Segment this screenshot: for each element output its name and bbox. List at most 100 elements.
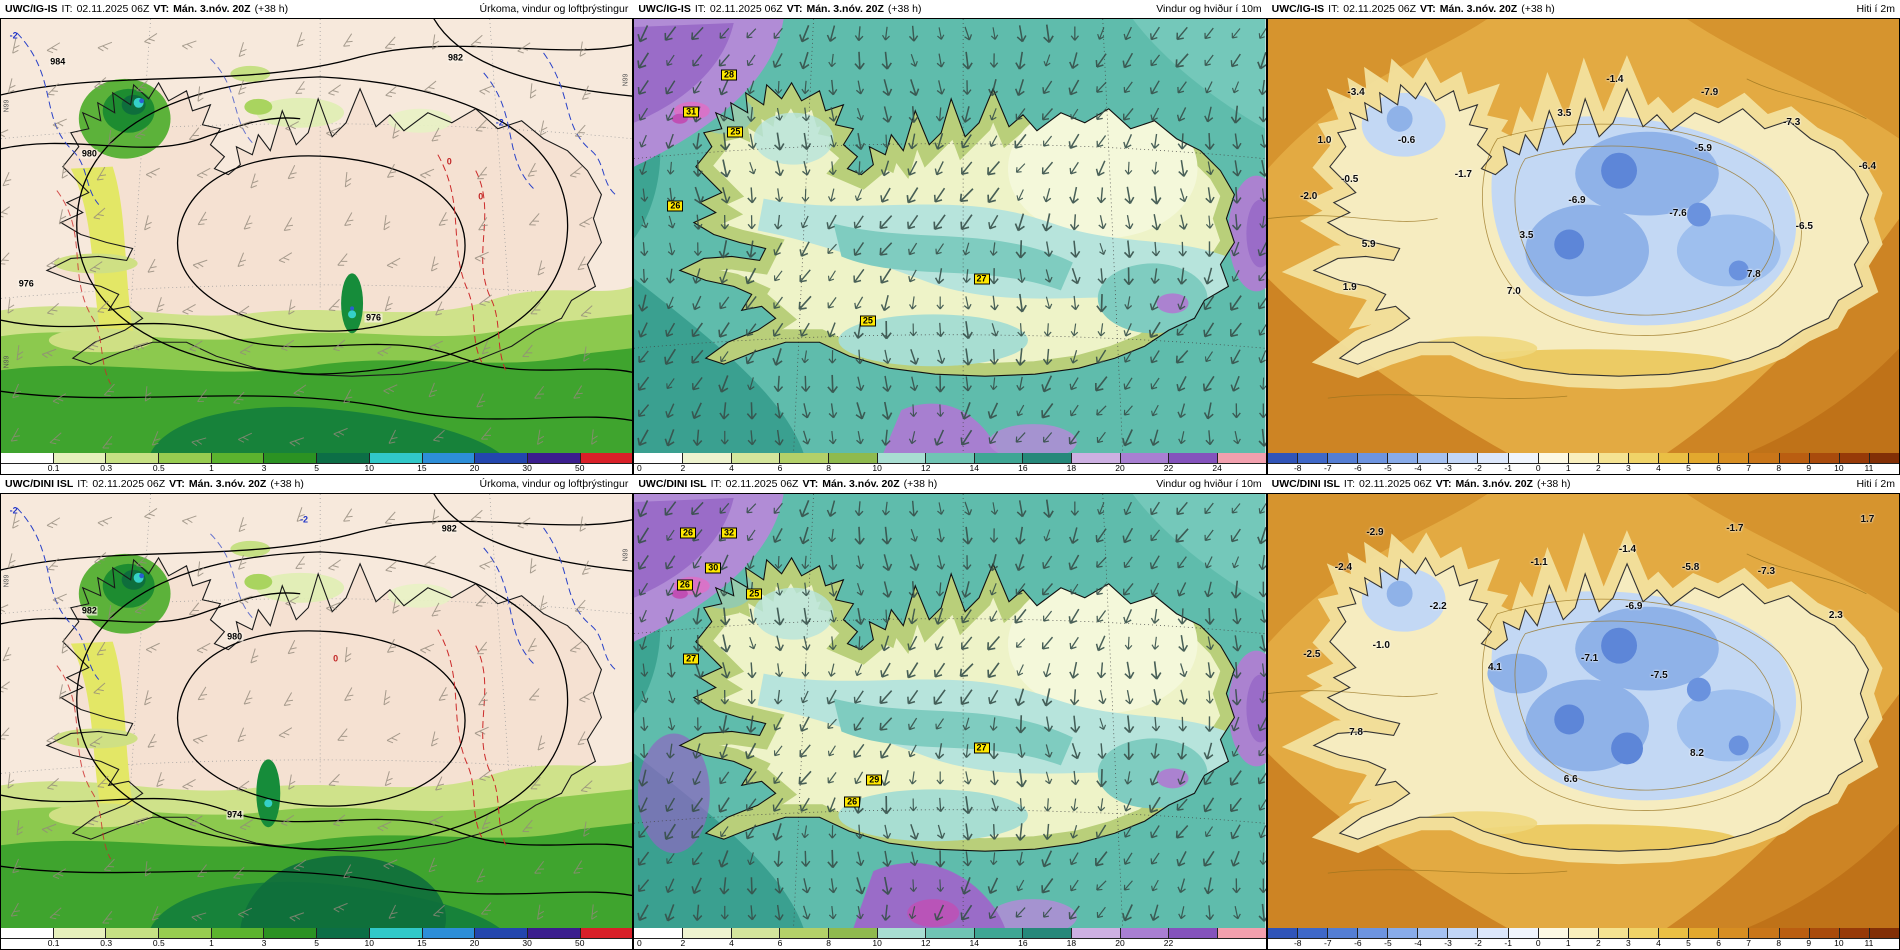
scale-swatch — [634, 928, 683, 938]
scale-swatch — [159, 453, 212, 463]
scale-swatch — [1478, 453, 1509, 463]
color-scale-temperature: -8 -7 -6 -5 -4 -3 -2 -1 0 1 2 3 4 5 6 7 8 9 10 11 — [1266, 453, 1900, 475]
scale-swatch — [877, 928, 927, 938]
scale-swatch — [317, 453, 370, 463]
valid-time-label: VT: — [153, 3, 170, 15]
scale-swatch — [1023, 453, 1073, 463]
scale-tick-label: 22 — [1163, 938, 1174, 948]
init-time-label: IT: — [77, 478, 89, 490]
lead-time: (+38 h) — [903, 478, 938, 490]
scale-swatch — [1568, 453, 1599, 463]
scale-tick-label: 15 — [417, 938, 427, 948]
model-name: UWC/DINI ISL — [638, 478, 707, 490]
scale-swatch — [527, 453, 581, 463]
scale-swatch — [1869, 453, 1899, 463]
scale-tick-label: -6 — [1354, 938, 1362, 948]
scale-tick-label: -2 — [1474, 463, 1482, 473]
scale-tick-label: 50 — [574, 463, 585, 473]
scale-tick-label: 20 — [469, 463, 480, 473]
model-name: UWC/IG-IS — [1271, 3, 1325, 15]
variable-label: Vindur og hviður í 10m — [1156, 3, 1262, 15]
weather-map-wind: 28 31 25 26 27 25 — [633, 18, 1267, 453]
scale-swatch — [974, 453, 1024, 463]
scale-tick-label: 5 — [1686, 938, 1691, 948]
color-scale-bar — [1267, 453, 1899, 464]
temp-map-graphic — [1267, 19, 1899, 453]
scale-tick-label: 16 — [1018, 463, 1028, 473]
scale-tick-label: 0 — [1535, 938, 1541, 948]
scale-swatch — [1508, 453, 1539, 463]
scale-tick-label: -7 — [1324, 463, 1332, 473]
scale-swatch — [527, 928, 581, 938]
scale-tick-label: 18 — [1066, 938, 1077, 948]
scale-swatch — [475, 928, 528, 938]
init-time-label: IT: — [61, 3, 73, 15]
scale-swatch — [1218, 453, 1266, 463]
scale-swatch — [682, 453, 732, 463]
color-scale-bar — [1, 453, 633, 464]
scale-swatch — [1719, 453, 1750, 463]
scale-tick-label: 10 — [872, 938, 882, 948]
scale-swatch — [53, 453, 107, 463]
color-scale-wind: 0 2 4 6 8 10 12 14 16 18 20 22 — [633, 928, 1267, 950]
scale-tick-label: 2 — [1595, 938, 1601, 948]
init-time-value: 02.11.2025 06Z — [1343, 3, 1417, 15]
scale-swatch — [1448, 453, 1479, 463]
scale-tick-label: 24 — [1212, 463, 1222, 473]
scale-tick-label: -4 — [1414, 938, 1422, 948]
scale-swatch — [1538, 928, 1569, 938]
color-scale-precipitation: 0.1 0.3 0.5 1 3 5 10 15 20 30 50 — [0, 928, 634, 950]
init-time-label: IT: — [1343, 478, 1355, 490]
scale-tick-label: 0.3 — [100, 938, 113, 948]
scale-swatch — [1357, 928, 1389, 938]
init-time-label: IT: — [694, 3, 706, 15]
color-scale-temperature: -8 -7 -6 -5 -4 -3 -2 -1 0 1 2 3 4 5 6 7 8 9 10 11 — [1266, 928, 1900, 950]
scale-swatch — [1023, 928, 1073, 938]
scale-tick-label: -5 — [1384, 938, 1392, 948]
scale-swatch — [1267, 453, 1298, 463]
scale-tick-label: 1 — [209, 463, 214, 473]
valid-time-label: VT: — [802, 478, 819, 490]
scale-tick-label: 11 — [1864, 463, 1874, 473]
scale-tick-label: 12 — [920, 463, 931, 473]
scale-swatch — [828, 928, 878, 938]
valid-time-label: VT: — [786, 3, 803, 15]
color-scale-wind: 0 2 4 6 8 10 12 14 16 18 20 22 24 — [633, 453, 1267, 475]
scale-tick-label: 8 — [1776, 938, 1782, 948]
valid-time-label: VT: — [1435, 478, 1452, 490]
scale-swatch — [1169, 453, 1219, 463]
valid-time-value: Mán. 3.nóv. 20Z — [1455, 478, 1533, 490]
scale-tick-label: 10 — [872, 463, 882, 473]
scale-tick-label: -6 — [1354, 463, 1362, 473]
scale-swatch — [422, 453, 476, 463]
scale-swatch — [211, 928, 265, 938]
scale-swatch — [1388, 928, 1419, 938]
scale-swatch — [1478, 928, 1509, 938]
scale-swatch — [1598, 453, 1629, 463]
wind-map-graphic — [634, 19, 1266, 453]
scale-swatch — [1357, 453, 1389, 463]
scale-swatch — [1, 928, 54, 938]
scale-swatch — [264, 928, 318, 938]
scale-swatch — [1779, 453, 1810, 463]
scale-swatch — [1809, 928, 1840, 938]
scale-swatch — [1072, 928, 1121, 938]
valid-time-value: Mán. 3.nóv. 20Z — [806, 3, 884, 15]
precip-map-graphic — [1, 19, 633, 453]
scale-swatch — [1689, 928, 1720, 938]
scale-tick-label: 10 — [1834, 938, 1844, 948]
valid-time-value: Mán. 3.nóv. 20Z — [173, 3, 251, 15]
weather-map-temperature: -2.9 -1.7 1.7 -1.4 -5.8 -7.3 -2.4 -1.1 -2.2 -6.9 2… — [1266, 493, 1900, 928]
scale-tick-label: 0 — [637, 463, 642, 473]
scale-swatch — [1327, 453, 1358, 463]
scale-tick-label: 9 — [1806, 938, 1812, 948]
variable-label: Úrkoma, vindur og loftþrýstingur — [479, 3, 629, 15]
model-name: UWC/IG-IS — [5, 3, 58, 15]
scale-swatch — [926, 928, 975, 938]
temp-map-graphic — [1267, 494, 1899, 928]
run-info: UWC/IG-IS IT: 02.11.2025 06Z VT: Mán. 3.… — [1272, 3, 1555, 15]
scale-swatch — [1297, 928, 1328, 938]
scale-tick-label: 10 — [364, 463, 374, 473]
scale-tick-label: 5 — [314, 938, 320, 948]
